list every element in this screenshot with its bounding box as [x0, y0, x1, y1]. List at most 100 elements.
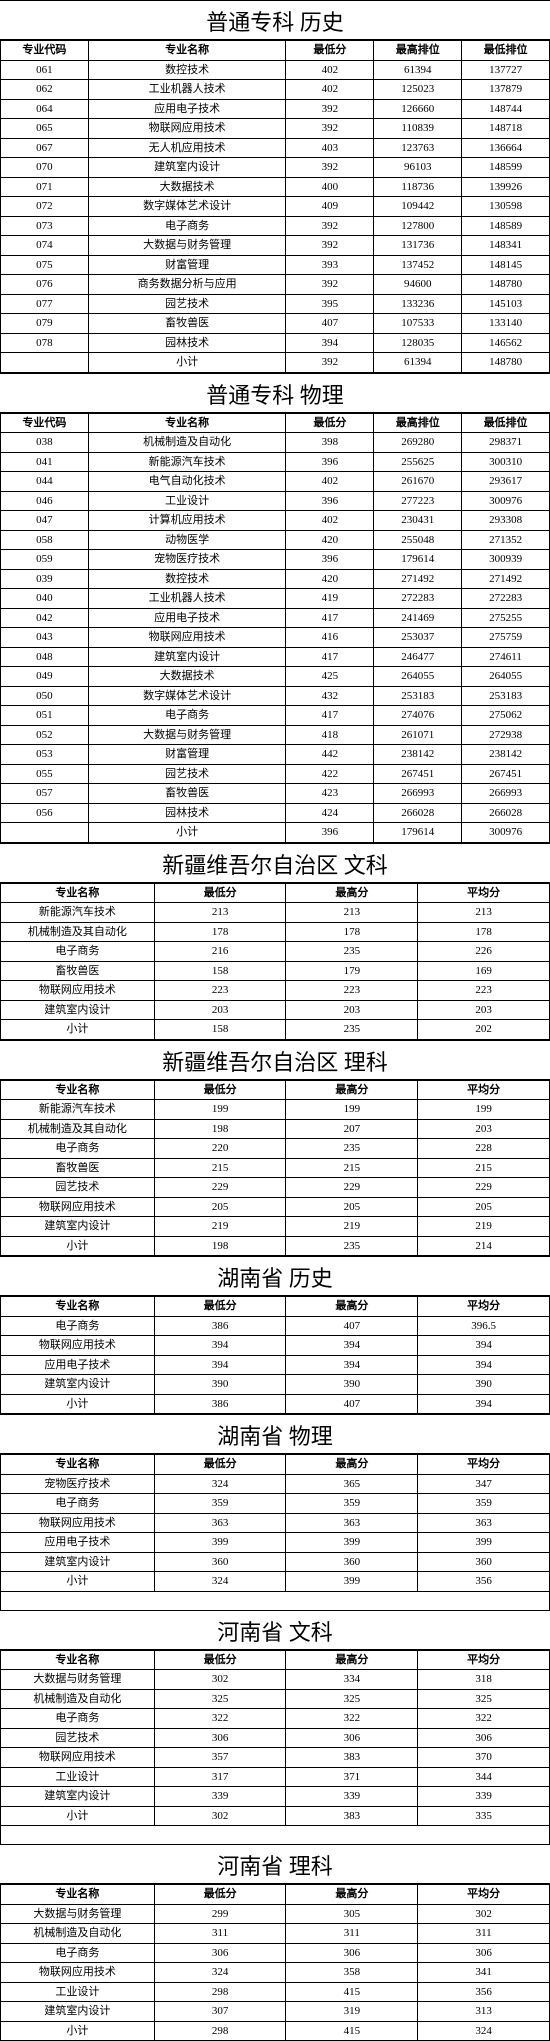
cell: 大数据技术 [88, 177, 286, 197]
cell: 267451 [374, 764, 462, 784]
table-row: 047计算机应用技术402230431293308 [1, 511, 550, 531]
cell: 109442 [374, 197, 462, 217]
cell: 415 [286, 1982, 418, 2002]
cell: 198 [154, 1236, 286, 1256]
cell: 235 [286, 1236, 418, 1256]
cell: 223 [286, 981, 418, 1001]
cell: 小计 [88, 823, 286, 843]
table-row: 067无人机应用技术403123763136664 [1, 138, 550, 158]
cell: 宠物医疗技术 [88, 550, 286, 570]
table-row: 机械制造及自动化325325325 [1, 1689, 550, 1709]
cell: 052 [1, 725, 89, 745]
cell: 应用电子技术 [1, 1533, 155, 1553]
cell: 420 [286, 530, 374, 550]
cell: 158 [154, 961, 286, 981]
table-row: 小计386407394 [1, 1394, 550, 1414]
cell: 61394 [374, 353, 462, 373]
cell: 363 [286, 1513, 418, 1533]
table-row: 小计39261394148780 [1, 353, 550, 373]
cell: 394 [418, 1336, 550, 1356]
section-title: 河南省 文科 [0, 1610, 550, 1650]
cell: 390 [286, 1375, 418, 1395]
cell: 建筑室内设计 [88, 647, 286, 667]
table-row: 小计198235214 [1, 1236, 550, 1256]
section-title: 河南省 理科 [0, 1844, 550, 1884]
table-row: 055园艺技术422267451267451 [1, 764, 550, 784]
cell: 322 [286, 1709, 418, 1729]
cell: 359 [418, 1494, 550, 1514]
table-section: 普通专科 历史专业代码专业名称最低分最高排位最低排位061数控技术4026139… [0, 0, 550, 373]
cell: 203 [286, 1000, 418, 1020]
cell: 202 [418, 1020, 550, 1040]
cell: 394 [154, 1336, 286, 1356]
cell: 041 [1, 452, 89, 472]
column-header: 专业名称 [88, 41, 286, 61]
column-header: 专业名称 [1, 1297, 155, 1317]
cell: 424 [286, 803, 374, 823]
cell: 127800 [374, 216, 462, 236]
cell: 432 [286, 686, 374, 706]
cell [1, 353, 89, 373]
cell: 347 [418, 1474, 550, 1494]
table-row: 园艺技术306306306 [1, 1728, 550, 1748]
cell: 110839 [374, 119, 462, 139]
cell: 073 [1, 216, 89, 236]
cell: 125023 [374, 80, 462, 100]
table-row: 畜牧兽医215215215 [1, 1158, 550, 1178]
table-header-row: 专业代码专业名称最低分最高排位最低排位 [1, 41, 550, 61]
cell: 178 [418, 922, 550, 942]
cell: 356 [418, 1982, 550, 2002]
cell: 园艺技术 [88, 294, 286, 314]
cell: 307 [154, 2002, 286, 2022]
cell: 146562 [462, 333, 550, 353]
table-row: 071大数据技术400118736139926 [1, 177, 550, 197]
table-header-row: 专业名称最低分最高分平均分 [1, 1650, 550, 1670]
cell: 067 [1, 138, 89, 158]
cell: 物联网应用技术 [1, 1336, 155, 1356]
cell: 415 [286, 2021, 418, 2041]
cell: 065 [1, 119, 89, 139]
cell: 229 [286, 1178, 418, 1198]
column-header: 专业名称 [1, 1080, 155, 1100]
cell: 402 [286, 511, 374, 531]
cell: 253183 [374, 686, 462, 706]
cell: 61394 [374, 60, 462, 80]
cell: 255625 [374, 452, 462, 472]
column-header: 专业名称 [1, 1650, 155, 1670]
cell: 057 [1, 784, 89, 804]
cell: 应用电子技术 [1, 1355, 155, 1375]
cell: 359 [154, 1494, 286, 1514]
table-row: 075财富管理393137452148145 [1, 255, 550, 275]
cell: 数字媒体艺术设计 [88, 686, 286, 706]
cell: 422 [286, 764, 374, 784]
column-header: 最高分 [286, 1885, 418, 1905]
cell: 大数据技术 [88, 667, 286, 687]
column-header: 专业代码 [1, 41, 89, 61]
cell: 无人机应用技术 [88, 138, 286, 158]
cell: 311 [154, 1924, 286, 1944]
cell: 300976 [462, 823, 550, 843]
table-row: 机械制造及自动化311311311 [1, 1924, 550, 1944]
cell: 131736 [374, 236, 462, 256]
column-header: 最低分 [154, 1080, 286, 1100]
cell [1, 823, 89, 843]
table-row: 061数控技术40261394137727 [1, 60, 550, 80]
cell: 215 [418, 1158, 550, 1178]
cell: 300976 [462, 491, 550, 511]
table-row: 041新能源汽车技术396255625300310 [1, 452, 550, 472]
table-row: 044电气自动化技术402261670293617 [1, 472, 550, 492]
table-row: 应用电子技术394394394 [1, 1355, 550, 1375]
cell: 325 [418, 1689, 550, 1709]
cell: 394 [418, 1394, 550, 1414]
cell: 107533 [374, 314, 462, 334]
cell: 392 [286, 353, 374, 373]
cell: 园林技术 [88, 333, 286, 353]
table-row: 电子商务322322322 [1, 1709, 550, 1729]
table-header-row: 专业名称最低分最高分平均分 [1, 1455, 550, 1475]
cell: 计算机应用技术 [88, 511, 286, 531]
cell: 223 [418, 981, 550, 1001]
cell: 300310 [462, 452, 550, 472]
cell: 064 [1, 99, 89, 119]
cell: 324 [154, 1572, 286, 1592]
cell: 商务数据分析与应用 [88, 275, 286, 295]
